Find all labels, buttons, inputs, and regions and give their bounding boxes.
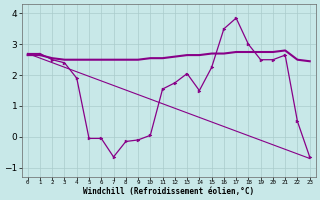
X-axis label: Windchill (Refroidissement éolien,°C): Windchill (Refroidissement éolien,°C) [83, 187, 254, 196]
